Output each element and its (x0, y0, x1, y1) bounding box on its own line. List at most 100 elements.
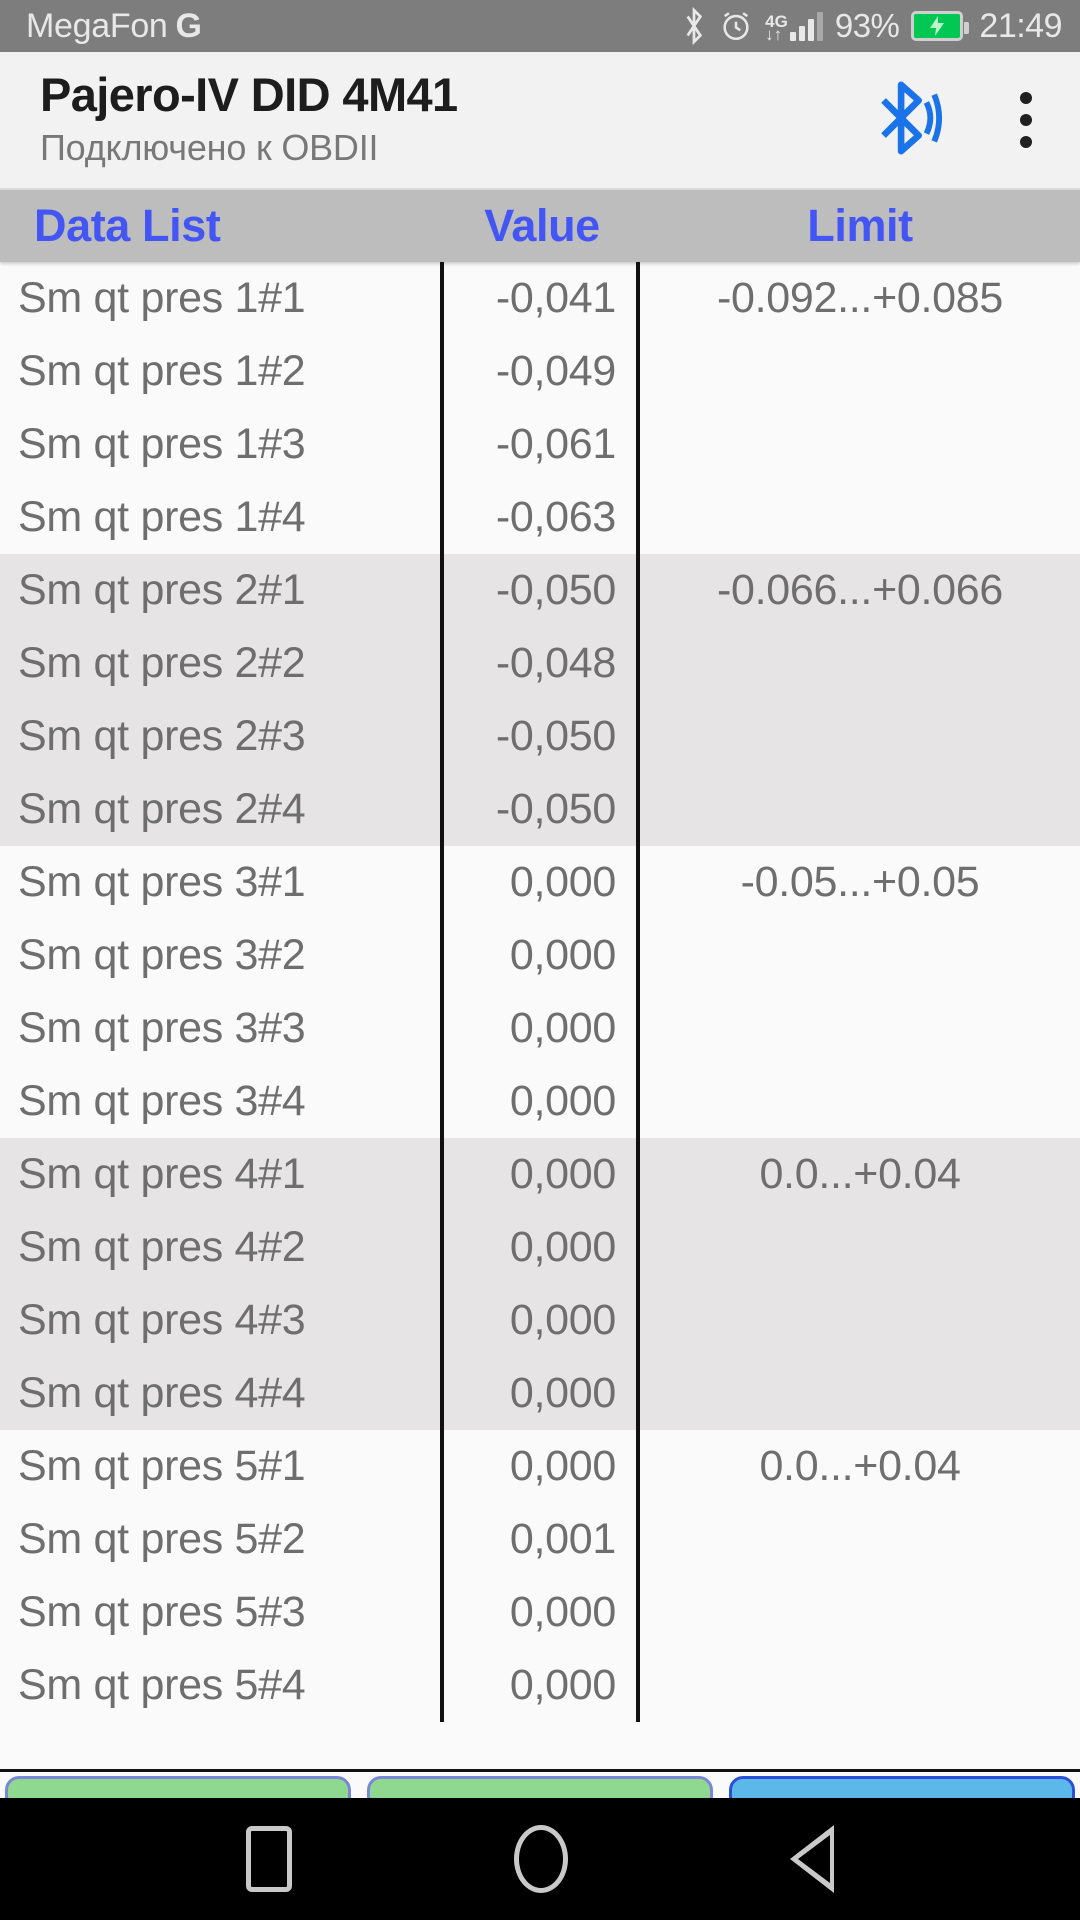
table-row[interactable]: Sm qt pres 3#3 0,000 (0, 992, 1080, 1065)
home-circle-icon[interactable] (514, 1825, 568, 1893)
table-row[interactable]: Sm qt pres 5#2 0,001 (0, 1503, 1080, 1576)
network-type-bottom: ↓↑ (765, 24, 783, 44)
table-header-row: Data List Value Limit (0, 190, 1080, 262)
cell-parameter-name: Sm qt pres 5#3 (0, 1576, 444, 1649)
carrier-label: MegaFon G (26, 7, 202, 46)
cell-limit (640, 1065, 1080, 1138)
table-row[interactable]: Sm qt pres 4#1 0,000 0.0...+0.04 (0, 1138, 1080, 1211)
table-row[interactable]: Sm qt pres 5#3 0,000 (0, 1576, 1080, 1649)
row-group: Sm qt pres 3#1 0,000 -0.05...+0.05 Sm qt pr… (0, 846, 1080, 1138)
battery-percent-label: 93% (834, 7, 900, 44)
connection-status-label: Подключено к OBDII (40, 126, 379, 168)
bluetooth-icon (681, 7, 707, 45)
app-bar: Pajero-IV DID 4M41 Подключено к OBDII (0, 52, 1080, 190)
back-triangle-icon[interactable] (790, 1825, 834, 1893)
cell-value: -0,050 (444, 700, 640, 773)
cell-limit (640, 773, 1080, 846)
cell-parameter-name: Sm qt pres 1#3 (0, 408, 444, 481)
carrier-name: MegaFon (26, 6, 168, 45)
cell-limit (640, 919, 1080, 992)
cell-parameter-name: Sm qt pres 2#4 (0, 773, 444, 846)
table-row[interactable]: Sm qt pres 5#4 0,000 (0, 1649, 1080, 1722)
page-title: Pajero-IV DID 4M41 (40, 68, 458, 122)
overflow-menu-icon[interactable] (1006, 82, 1046, 158)
action-button[interactable] (367, 1776, 713, 1798)
cell-value: 0,000 (444, 1138, 640, 1211)
cell-value: 0,000 (444, 1211, 640, 1284)
network-type-top: 4G (765, 11, 788, 31)
table-row[interactable]: Sm qt pres 5#1 0,000 0.0...+0.04 (0, 1430, 1080, 1503)
cell-value: 0,000 (444, 1284, 640, 1357)
table-row[interactable]: Sm qt pres 2#3 -0,050 (0, 700, 1080, 773)
table-row[interactable]: Sm qt pres 3#4 0,000 (0, 1065, 1080, 1138)
cell-limit: 0.0...+0.04 (759, 1150, 961, 1198)
table-row[interactable]: Sm qt pres 3#2 0,000 (0, 919, 1080, 992)
cell-value: -0,050 (444, 554, 640, 627)
cell-limit (640, 700, 1080, 773)
column-header-value[interactable]: Value (484, 200, 600, 251)
cell-value: -0,041 (444, 262, 640, 335)
table-row[interactable]: Sm qt pres 2#2 -0,048 (0, 627, 1080, 700)
cell-parameter-name: Sm qt pres 1#4 (0, 481, 444, 554)
cell-limit (640, 481, 1080, 554)
cell-value: -0,048 (444, 627, 640, 700)
table-row[interactable]: Sm qt pres 2#4 -0,050 (0, 773, 1080, 846)
cell-parameter-name: Sm qt pres 4#3 (0, 1284, 444, 1357)
cell-limit (640, 1649, 1080, 1722)
cell-limit (640, 627, 1080, 700)
overflow-dot (1020, 136, 1032, 148)
bluetooth-connected-icon[interactable] (866, 75, 944, 166)
cell-value: 0,000 (444, 1430, 640, 1503)
status-clock: 21:49 (979, 6, 1062, 45)
cell-value: 0,000 (444, 1576, 640, 1649)
action-button[interactable] (5, 1776, 351, 1798)
cell-limit (640, 1284, 1080, 1357)
table-row[interactable]: Sm qt pres 1#2 -0,049 (0, 335, 1080, 408)
cell-limit: -0.092...+0.085 (717, 274, 1003, 322)
cell-value: 0,001 (444, 1503, 640, 1576)
cell-limit (640, 1503, 1080, 1576)
cell-limit: 0.0...+0.04 (759, 1442, 961, 1490)
table-row[interactable]: Sm qt pres 4#3 0,000 (0, 1284, 1080, 1357)
cell-parameter-name: Sm qt pres 2#1 (0, 554, 444, 627)
overflow-dot (1020, 92, 1032, 104)
cell-parameter-name: Sm qt pres 3#2 (0, 919, 444, 992)
cell-limit: -0.066...+0.066 (717, 566, 1003, 614)
network-indicator: 4G ↓↑ (765, 11, 823, 44)
app-bar-titles: Pajero-IV DID 4M41 Подключено к OBDII (40, 68, 458, 170)
carrier-badge: G (175, 6, 202, 45)
action-button[interactable] (729, 1776, 1075, 1798)
alarm-clock-icon (719, 9, 753, 43)
row-group: Sm qt pres 4#1 0,000 0.0...+0.04 Sm qt pres… (0, 1138, 1080, 1430)
column-header-data-list[interactable]: Data List (34, 200, 221, 251)
cell-parameter-name: Sm qt pres 2#2 (0, 627, 444, 700)
cell-value: -0,063 (444, 481, 640, 554)
overflow-dot (1020, 114, 1032, 126)
cell-limit (640, 335, 1080, 408)
cell-limit: -0.05...+0.05 (740, 858, 980, 906)
table-row[interactable]: Sm qt pres 1#4 -0,063 (0, 481, 1080, 554)
cell-value: 0,000 (444, 919, 640, 992)
cell-parameter-name: Sm qt pres 4#2 (0, 1211, 444, 1284)
table-row[interactable]: Sm qt pres 1#3 -0,061 (0, 408, 1080, 481)
table-row[interactable]: Sm qt pres 4#4 0,000 (0, 1357, 1080, 1430)
cell-limit (640, 1357, 1080, 1430)
cell-value: -0,050 (444, 773, 640, 846)
table-row[interactable]: Sm qt pres 2#1 -0,050 -0.066...+0.066 (0, 554, 1080, 627)
table-row[interactable]: Sm qt pres 4#2 0,000 (0, 1211, 1080, 1284)
table-row[interactable]: Sm qt pres 3#1 0,000 -0.05...+0.05 (0, 846, 1080, 919)
cell-parameter-name: Sm qt pres 4#4 (0, 1357, 444, 1430)
cell-parameter-name: Sm qt pres 5#4 (0, 1649, 444, 1722)
cell-parameter-name: Sm qt pres 5#2 (0, 1503, 444, 1576)
recents-square-icon[interactable] (246, 1826, 292, 1892)
data-list-table[interactable]: Sm qt pres 1#1 -0,041 -0.092...+0.085 Sm qt… (0, 262, 1080, 1772)
cell-limit (640, 992, 1080, 1065)
cell-value: 0,000 (444, 1357, 640, 1430)
column-header-limit[interactable]: Limit (807, 200, 913, 251)
table-row[interactable]: Sm qt pres 1#1 -0,041 -0.092...+0.085 (0, 262, 1080, 335)
android-navigation-bar (0, 1798, 1080, 1920)
cell-limit (640, 1576, 1080, 1649)
row-group: Sm qt pres 1#1 -0,041 -0.092...+0.085 Sm qt… (0, 262, 1080, 554)
row-group: Sm qt pres 5#1 0,000 0.0...+0.04 Sm qt pres… (0, 1430, 1080, 1722)
